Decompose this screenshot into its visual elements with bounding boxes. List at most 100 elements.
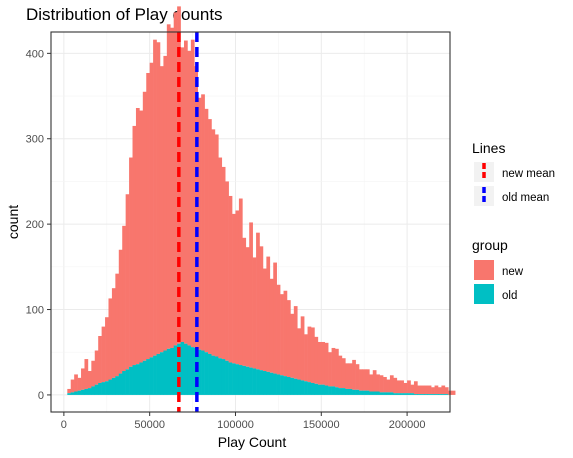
bar-new xyxy=(393,377,398,394)
bar-old xyxy=(184,343,188,395)
bar-new xyxy=(286,300,291,377)
bar-old xyxy=(427,394,432,395)
bar-new xyxy=(111,288,116,378)
bar-old xyxy=(269,372,274,395)
y-tick-label: 0 xyxy=(38,390,44,402)
bar-new xyxy=(413,381,418,395)
bar-old xyxy=(242,365,247,395)
bar-new xyxy=(74,374,78,392)
bar-old xyxy=(389,392,394,395)
bar-new xyxy=(276,284,281,375)
bar-new xyxy=(214,134,219,357)
bar-old xyxy=(317,384,322,395)
bar-old xyxy=(293,378,298,395)
bar-new xyxy=(149,62,154,358)
bar-old xyxy=(214,356,219,395)
bar-old xyxy=(396,393,401,395)
x-tick-label: 0 xyxy=(61,419,67,431)
bar-new xyxy=(403,382,408,394)
bar-old xyxy=(280,375,284,395)
bar-old xyxy=(362,390,367,395)
bar-old xyxy=(386,392,391,395)
bar-new xyxy=(338,355,343,389)
bar-old xyxy=(283,376,288,395)
bar-old xyxy=(70,392,75,395)
bar-old xyxy=(256,369,260,395)
x-axis-title: Play Count xyxy=(218,434,287,450)
bar-old xyxy=(259,370,264,395)
bar-old xyxy=(98,382,102,395)
panel-border xyxy=(50,31,451,413)
bar-old xyxy=(393,393,398,395)
bar-old xyxy=(310,382,315,395)
bar-new xyxy=(355,364,360,390)
bar-old xyxy=(132,365,137,395)
bar-old xyxy=(118,373,123,395)
bar-old xyxy=(338,388,343,395)
bar-old xyxy=(163,350,168,395)
bar-new xyxy=(139,110,144,363)
bar-old xyxy=(166,348,171,395)
bar-old xyxy=(238,365,243,395)
bar-new xyxy=(194,66,199,348)
bar-old xyxy=(153,355,157,395)
bar-new xyxy=(225,181,229,361)
bar-old xyxy=(331,386,336,395)
bar-new xyxy=(122,225,126,372)
bar-old xyxy=(87,388,92,395)
bar-new xyxy=(118,249,123,374)
bar-new xyxy=(115,273,120,377)
bar-new xyxy=(184,40,188,344)
bar-old xyxy=(383,392,387,395)
x-tick-label: 200000 xyxy=(389,419,426,431)
bar-new xyxy=(252,257,257,369)
bar-new xyxy=(310,327,315,383)
bar-new xyxy=(129,157,133,367)
bar-old xyxy=(146,359,150,395)
bar-new xyxy=(300,316,305,381)
bar-new xyxy=(434,385,439,395)
bar-new xyxy=(273,262,277,374)
bar-new xyxy=(362,369,367,391)
bar-new xyxy=(211,129,216,356)
bar-old xyxy=(201,350,205,395)
bar-new xyxy=(159,66,164,353)
legend-key-old-mean xyxy=(474,186,494,206)
bar-new xyxy=(208,119,212,354)
legend-key-new-mean xyxy=(474,162,494,182)
bar-old xyxy=(335,387,339,395)
bar-old xyxy=(369,391,374,395)
x-axis-ticks: 0 50000 100000 150000 200000 xyxy=(61,412,426,431)
bar-old xyxy=(376,391,380,395)
bar-new xyxy=(70,379,75,393)
plot-panel xyxy=(50,6,456,413)
bar-old xyxy=(211,355,216,395)
bar-new xyxy=(180,47,185,342)
bar-old xyxy=(286,376,291,395)
bar-new xyxy=(427,385,432,395)
bar-old xyxy=(441,394,446,395)
bar-old xyxy=(407,393,411,395)
bar-old xyxy=(400,393,404,395)
bar-old xyxy=(180,341,185,395)
bar-old xyxy=(321,384,326,395)
bar-new xyxy=(163,55,168,351)
bar-old xyxy=(170,347,175,395)
bar-new xyxy=(290,313,295,378)
legend-label-old: old xyxy=(502,290,517,302)
mean-lines xyxy=(177,32,199,412)
bar-old xyxy=(276,374,281,395)
bar-old xyxy=(235,364,240,395)
y-axis-title: count xyxy=(5,205,21,239)
bar-new xyxy=(108,298,113,380)
bar-old xyxy=(101,382,106,395)
bar-old xyxy=(266,371,271,395)
bar-new xyxy=(94,350,99,385)
bar-old xyxy=(314,383,319,395)
legend-group: group new old xyxy=(472,237,524,304)
bar-old xyxy=(444,394,449,395)
bar-new xyxy=(304,334,308,382)
bar-new xyxy=(187,50,192,346)
bar-new xyxy=(372,370,377,392)
